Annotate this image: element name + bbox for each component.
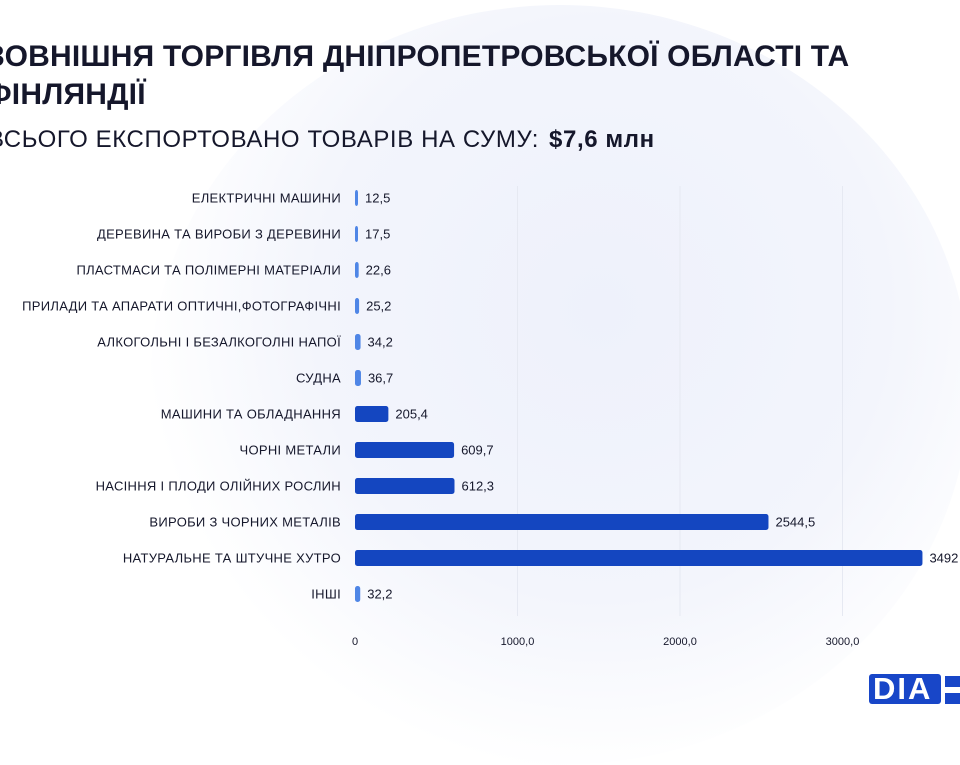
dia-logo-side-mark bbox=[945, 676, 960, 704]
bar bbox=[355, 298, 360, 314]
value-label: 3492 bbox=[929, 551, 958, 566]
bar bbox=[355, 226, 358, 242]
bar bbox=[355, 190, 358, 206]
export-bar-chart: 0 1000,0 2000,0 3000,0 ЕЛЕКТРИЧНІ МАШИНИ 12,5… bbox=[22, 186, 958, 649]
chart-labels: 0 1000,0 2000,0 3000,0 ЕЛЕКТРИЧНІ МАШИНИ 12,5… bbox=[22, 191, 958, 649]
category-label: МАШИНИ ТА ОБЛАДНАННЯ bbox=[161, 407, 341, 422]
value-label: 612,3 bbox=[461, 479, 494, 494]
bar bbox=[355, 514, 769, 530]
value-label: 17,5 bbox=[365, 227, 390, 242]
chart-bars bbox=[355, 190, 923, 602]
category-label: СУДНА bbox=[296, 371, 341, 386]
value-label: 34,2 bbox=[368, 335, 393, 350]
value-label: 22,6 bbox=[366, 263, 391, 278]
category-label: НАСІННЯ І ПЛОДИ ОЛІЙНИХ РОСЛИН bbox=[96, 479, 341, 494]
x-tick-label: 1000,0 bbox=[501, 636, 535, 648]
page-title: ЗОВНІШНЯ ТОРГІВЛЯ ДНІПРОПЕТРОВСЬКОЇ ОБЛА… bbox=[0, 40, 850, 111]
dia-logo-text: DIA bbox=[873, 671, 933, 706]
background-shape bbox=[150, 5, 960, 765]
dia-logo: DIA bbox=[869, 664, 960, 710]
x-tick-label: 3000,0 bbox=[826, 636, 860, 648]
category-label: ПЛАСТМАСИ ТА ПОЛІМЕРНІ МАТЕРІАЛИ bbox=[76, 263, 341, 278]
x-tick-label: 0 bbox=[352, 636, 358, 648]
bar bbox=[355, 370, 361, 386]
value-label: 36,7 bbox=[368, 371, 393, 386]
category-label: НАТУРАЛЬНЕ ТА ШТУЧНЕ ХУТРО bbox=[123, 551, 341, 566]
value-label: 25,2 bbox=[366, 299, 391, 314]
bar bbox=[355, 442, 455, 458]
value-label: 609,7 bbox=[461, 443, 494, 458]
value-label: 205,4 bbox=[395, 407, 428, 422]
bar bbox=[355, 406, 389, 422]
chart-gridlines bbox=[517, 186, 843, 616]
value-label: 2544,5 bbox=[775, 515, 815, 530]
category-label: ЕЛЕКТРИЧНІ МАШИНИ bbox=[192, 191, 341, 206]
x-tick-label: 2000,0 bbox=[663, 636, 697, 648]
value-label: 32,2 bbox=[367, 587, 392, 602]
category-label: ЧОРНІ МЕТАЛИ bbox=[240, 443, 342, 458]
dia-logo-mark bbox=[869, 674, 941, 704]
export-total-amount: $7,6 млн bbox=[549, 126, 655, 153]
category-label: ВИРОБИ З ЧОРНИХ МЕТАЛІВ bbox=[149, 515, 341, 530]
value-label: 12,5 bbox=[365, 191, 390, 206]
export-total-label: ВСЬОГО ЕКСПОРТОВАНО ТОВАРІВ НА СУМУ: bbox=[0, 126, 540, 153]
category-label: АЛКОГОЛЬНІ І БЕЗАЛКОГОЛНІ НАПОЇ bbox=[97, 335, 341, 350]
category-label: ПРИЛАДИ ТА АПАРАТИ ОПТИЧНІ,ФОТОГРАФІЧНІ bbox=[22, 299, 341, 314]
bar bbox=[355, 586, 361, 602]
category-label: ІНШІ bbox=[311, 587, 341, 602]
bar bbox=[355, 334, 361, 350]
export-total-summary: ВСЬОГО ЕКСПОРТОВАНО ТОВАРІВ НА СУМУ: $7,6… bbox=[0, 126, 655, 154]
bar bbox=[355, 550, 923, 566]
category-label: ДЕРЕВИНА ТА ВИРОБИ З ДЕРЕВИНИ bbox=[97, 227, 341, 242]
bar bbox=[355, 478, 455, 494]
bar bbox=[355, 262, 359, 278]
